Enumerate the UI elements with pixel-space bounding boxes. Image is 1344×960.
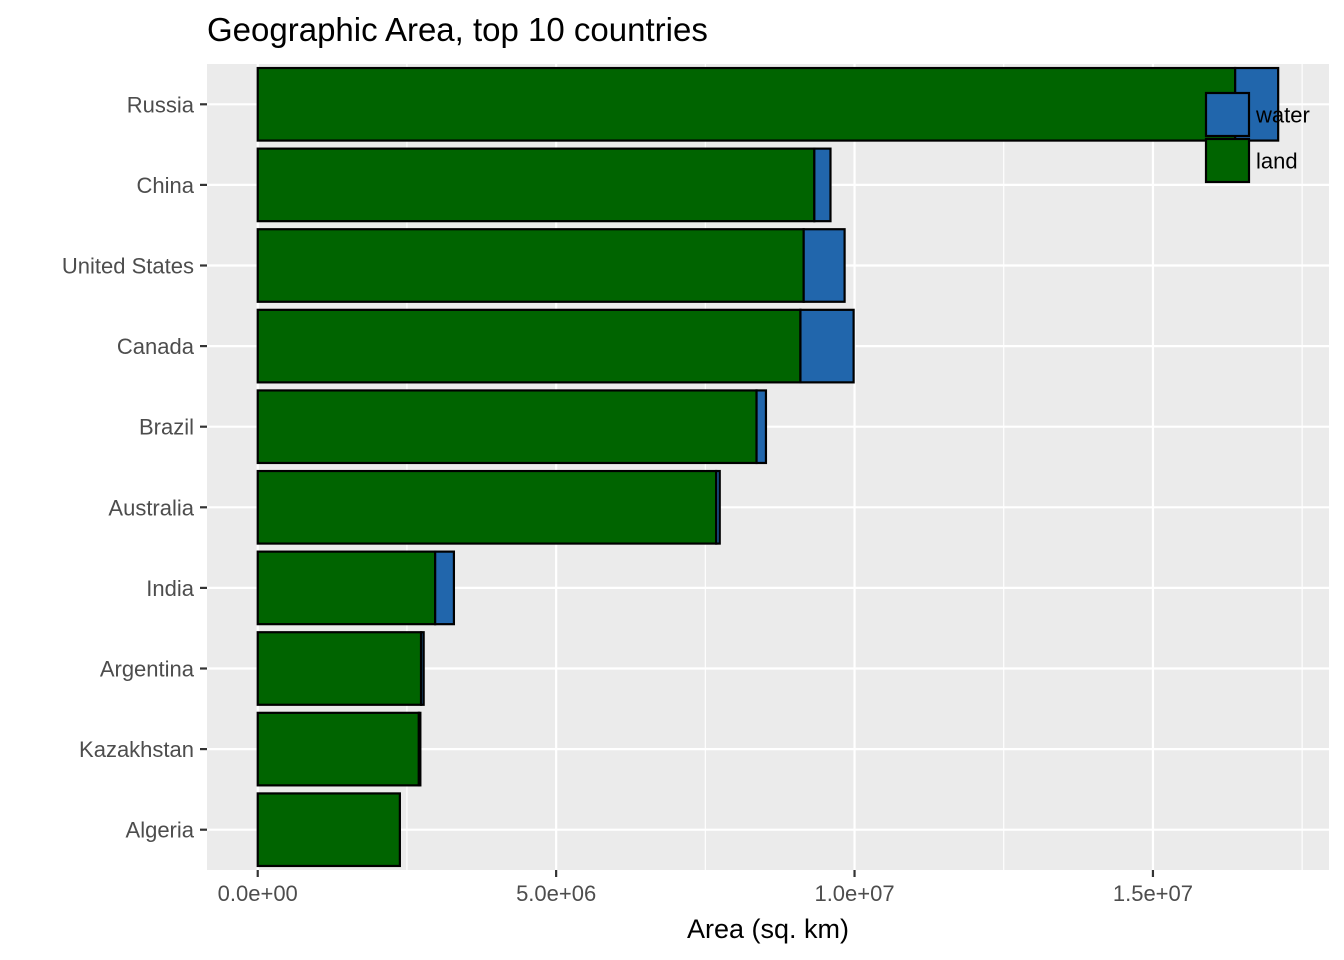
x-tick-label: 1.0e+07 bbox=[814, 881, 894, 906]
bar-land bbox=[256, 550, 437, 626]
y-tick-label: Algeria bbox=[126, 818, 195, 843]
bar-water bbox=[434, 550, 456, 626]
legend-key-water bbox=[1204, 91, 1251, 138]
y-tick-label: Russia bbox=[127, 92, 195, 117]
legend-label-land: land bbox=[1256, 149, 1298, 174]
bar-land bbox=[256, 66, 1237, 142]
bar-land bbox=[256, 308, 802, 384]
bar-land bbox=[256, 469, 718, 545]
bar-water bbox=[715, 469, 721, 545]
legend: water land bbox=[1204, 91, 1310, 184]
bar-water bbox=[813, 147, 832, 223]
bar-water bbox=[419, 631, 425, 706]
bars bbox=[256, 66, 1280, 868]
x-axis-title: Area (sq. km) bbox=[687, 914, 849, 944]
bar-land bbox=[256, 792, 401, 868]
x-tick-label: 1.5e+07 bbox=[1113, 881, 1193, 906]
x-tick-label: 0.0e+00 bbox=[218, 881, 298, 906]
x-axis: 0.0e+00 5.0e+06 1.0e+07 1.5e+07 bbox=[218, 870, 1193, 906]
y-tick-label: China bbox=[137, 173, 195, 198]
y-tick-label: United States bbox=[62, 254, 194, 279]
bar-water bbox=[417, 711, 422, 787]
y-tick-label: Canada bbox=[117, 334, 195, 359]
legend-key-land bbox=[1204, 137, 1251, 184]
y-tick-label: Australia bbox=[108, 495, 194, 520]
y-tick-label: Brazil bbox=[139, 415, 194, 440]
x-tick-label: 5.0e+06 bbox=[516, 881, 596, 906]
bar-water bbox=[755, 389, 768, 465]
bar-land bbox=[256, 389, 758, 465]
bar-water bbox=[799, 308, 855, 384]
bar-land bbox=[256, 147, 816, 223]
bar-water bbox=[802, 228, 846, 303]
bar-land bbox=[256, 228, 805, 303]
y-tick-label: India bbox=[146, 576, 194, 601]
y-axis: Algeria Kazakhstan Argentina India Australia… bbox=[62, 92, 207, 843]
y-tick-label: Kazakhstan bbox=[79, 737, 194, 762]
bar-land bbox=[256, 631, 423, 706]
y-tick-label: Argentina bbox=[100, 657, 195, 682]
chart-title: Geographic Area, top 10 countries bbox=[207, 11, 708, 48]
legend-label-water: water bbox=[1255, 103, 1310, 128]
bar-land bbox=[256, 711, 420, 787]
